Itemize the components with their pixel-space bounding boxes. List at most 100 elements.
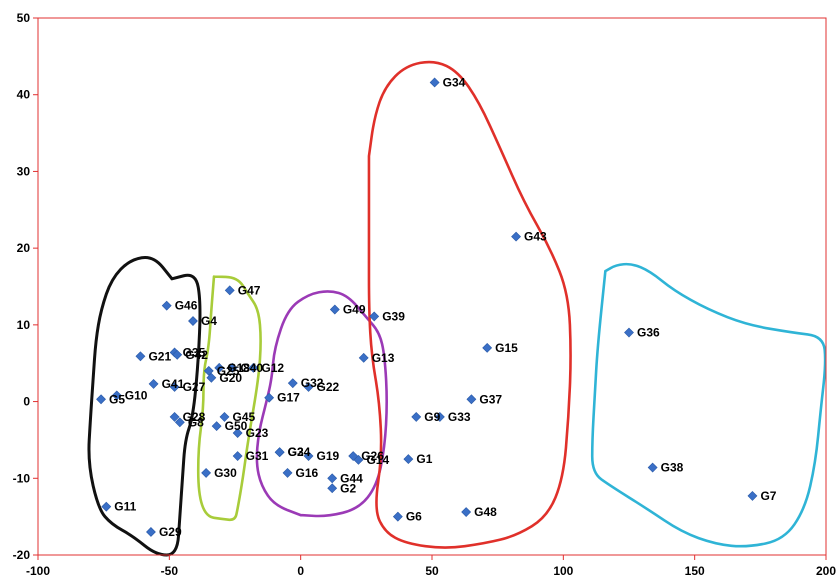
data-point-g34 [429, 77, 440, 88]
data-point-g40 [227, 362, 238, 373]
data-point-g37 [466, 394, 477, 405]
point-label-g40: G40 [240, 361, 263, 375]
data-point-g11 [101, 501, 112, 512]
cluster-outline [87, 255, 202, 557]
data-point-g38 [647, 462, 658, 473]
data-point-g30 [201, 467, 212, 478]
data-point-g13 [358, 352, 369, 363]
point-label-g32: G32 [301, 376, 324, 390]
point-label-g19: G19 [317, 449, 340, 463]
data-point-g31 [232, 451, 243, 461]
point-label-g50: G50 [225, 419, 248, 433]
y-tick-label: 50 [17, 11, 31, 25]
point-label-g3: G3 [288, 445, 304, 459]
data-point-g19 [303, 451, 314, 461]
point-label-g13: G13 [372, 351, 395, 365]
data-point-g2 [327, 483, 338, 494]
point-label-g42: G42 [185, 348, 208, 362]
point-label-g4: G4 [201, 314, 217, 328]
point-label-g20: G20 [219, 371, 242, 385]
data-point-g8 [174, 417, 185, 428]
y-tick-label: -20 [13, 548, 31, 562]
x-tick-label: 150 [685, 564, 705, 578]
data-point-g26 [348, 451, 359, 461]
cluster-outlines [87, 60, 827, 557]
point-label-g10: G10 [125, 388, 148, 402]
point-label-g8: G8 [188, 415, 204, 429]
x-tick-label: 100 [553, 564, 573, 578]
point-label-g49: G49 [343, 303, 366, 317]
y-tick-label: 40 [17, 88, 31, 102]
cluster-outline [590, 262, 827, 548]
point-label-g14: G14 [366, 453, 389, 467]
data-point-g6 [392, 511, 403, 522]
point-label-g21: G21 [148, 349, 171, 363]
point-labels: G1 G2 G3 G4 G5 G6 G7 G8 G9 G10 G11 G12 G13 G14 G15 G16 G… [109, 75, 777, 539]
data-point-g27 [169, 382, 180, 392]
data-point-g24 [274, 447, 285, 458]
data-point-g7 [747, 491, 758, 501]
point-label-g44: G44 [340, 471, 363, 485]
point-label-g47: G47 [238, 283, 261, 297]
data-point-g1 [403, 454, 414, 465]
point-label-g16: G16 [296, 466, 319, 480]
x-tick-label: -50 [161, 564, 179, 578]
point-label-g18: G18 [227, 361, 250, 375]
point-label-g7: G7 [760, 489, 776, 503]
data-point-g18 [214, 362, 225, 373]
data-point-g4 [188, 316, 198, 326]
point-label-g17: G17 [277, 391, 300, 405]
data-point-g42 [172, 349, 183, 360]
data-point-g48 [461, 507, 472, 517]
point-label-g22: G22 [317, 380, 340, 394]
point-label-g24: G24 [288, 445, 311, 459]
data-points [96, 77, 758, 537]
data-point-g47 [224, 285, 235, 296]
data-point-g33 [434, 411, 445, 422]
data-point-g25 [203, 365, 214, 376]
data-point-g44 [327, 473, 338, 484]
point-label-g43: G43 [524, 230, 547, 244]
x-tick-label: -100 [26, 564, 50, 578]
data-point-g46 [161, 300, 172, 311]
point-label-g45: G45 [232, 410, 255, 424]
y-tick-label: 20 [17, 241, 31, 255]
point-label-g36: G36 [637, 326, 660, 340]
y-tick-label: 0 [23, 395, 30, 409]
x-tick-label: 50 [425, 564, 439, 578]
data-point-g5 [96, 394, 106, 405]
point-label-g33: G33 [448, 410, 471, 424]
y-tick-label: 10 [17, 318, 31, 332]
point-label-g9: G9 [424, 410, 440, 424]
data-point-g43 [511, 231, 521, 242]
point-label-g30: G30 [214, 466, 237, 480]
x-tick-label: 0 [297, 564, 304, 578]
point-label-g11: G11 [114, 500, 136, 514]
point-label-g38: G38 [661, 461, 684, 475]
point-label-g5: G5 [109, 392, 125, 406]
point-label-g1: G1 [416, 452, 432, 466]
data-point-g39 [369, 311, 380, 322]
point-label-g35: G35 [183, 345, 206, 359]
point-label-g48: G48 [474, 505, 497, 519]
point-label-g31: G31 [246, 449, 269, 463]
data-point-g12 [248, 362, 259, 373]
data-point-g28 [169, 411, 180, 422]
point-label-g25: G25 [217, 364, 240, 378]
point-label-g12: G12 [261, 361, 284, 375]
cluster-outline [255, 290, 388, 518]
data-point-g20 [206, 372, 217, 383]
point-label-g28: G28 [183, 410, 206, 424]
data-point-g50 [211, 421, 222, 432]
data-point-g23 [232, 428, 243, 438]
point-label-g29: G29 [159, 525, 182, 539]
y-tick-label: 30 [17, 164, 31, 178]
data-point-g49 [329, 304, 340, 315]
y-tick-label: -10 [13, 471, 31, 485]
point-label-g41: G41 [162, 377, 185, 391]
data-point-g16 [282, 467, 293, 478]
point-label-g46: G46 [175, 299, 198, 313]
cluster-outline [367, 60, 572, 549]
